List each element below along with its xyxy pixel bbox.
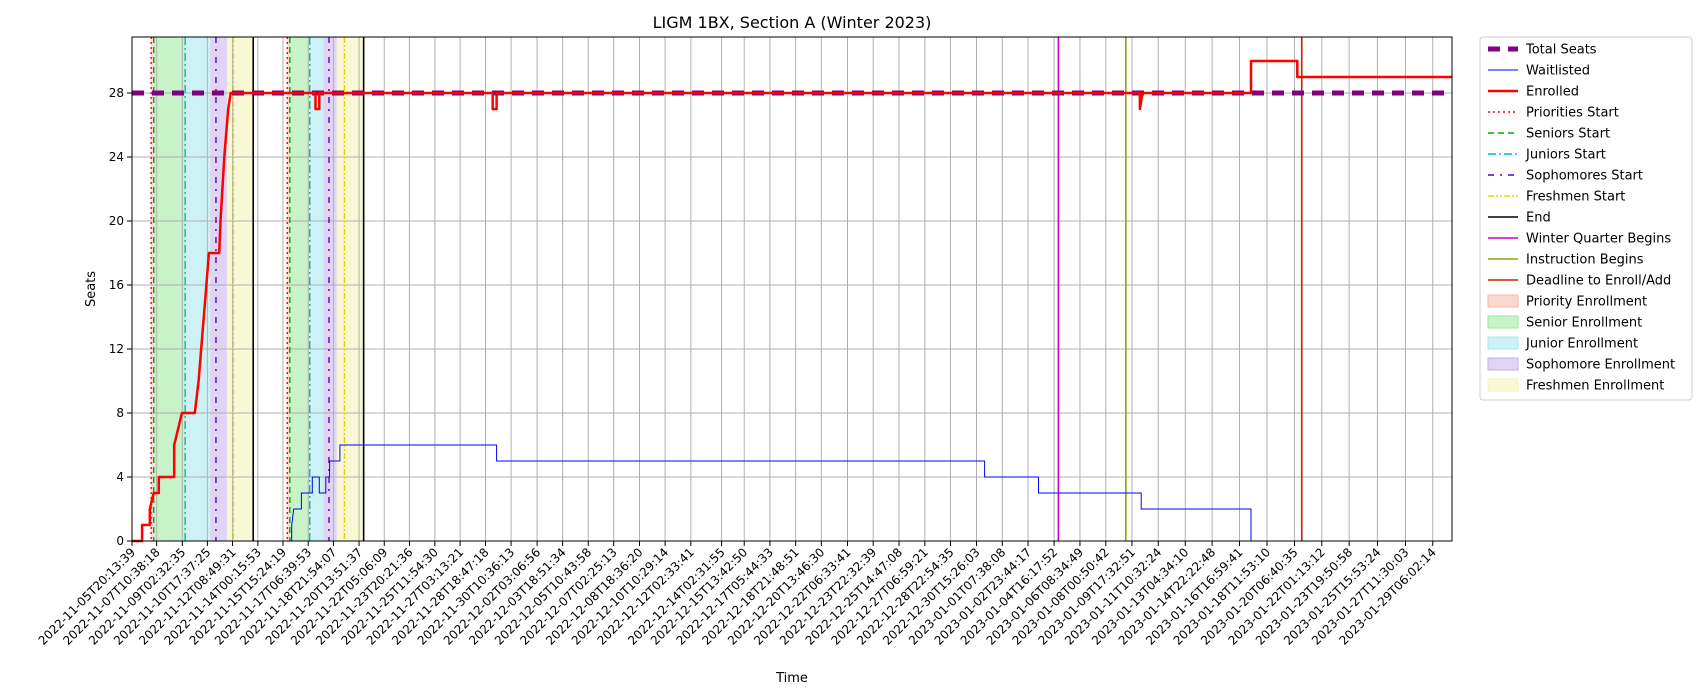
region-sophomore-enrollment — [210, 37, 227, 541]
grid-lines — [131, 37, 1452, 542]
legend-label-priorities-start: Priorities Start — [1526, 106, 1619, 121]
legend-label-end: End — [1526, 211, 1551, 226]
legend-label-waitlisted: Waitlisted — [1526, 64, 1590, 79]
series-waitlisted — [132, 444, 1452, 542]
region-senior-enrollment — [153, 37, 186, 541]
legend-swatch-priority-enrollment — [1487, 294, 1519, 308]
region-freshmen-enrollment — [336, 37, 364, 541]
legend-label-deadline-to-enroll-add: Deadline to Enroll/Add — [1526, 274, 1671, 289]
legend-swatch-freshmen-enrollment — [1487, 378, 1519, 392]
legend-label-instruction-begins: Instruction Begins — [1526, 253, 1644, 268]
chart-title: LIGM 1BX, Section A (Winter 2023) — [653, 13, 932, 32]
y-tick-label: 12 — [109, 342, 124, 356]
y-tick-label: 4 — [116, 470, 124, 484]
legend-label-freshmen-enrollment: Freshmen Enrollment — [1526, 379, 1664, 394]
region-senior-enrollment — [289, 37, 310, 541]
y-tick-label: 8 — [116, 406, 124, 420]
legend-label-priority-enrollment: Priority Enrollment — [1526, 295, 1647, 310]
legend-swatch-junior-enrollment — [1487, 336, 1519, 350]
plot-frame — [131, 36, 1453, 542]
region-priority-enrollment — [287, 37, 290, 541]
legend-swatch-senior-enrollment — [1487, 315, 1519, 329]
region-priority-enrollment — [151, 37, 154, 541]
y-tick-label: 28 — [109, 86, 124, 100]
y-axis: 0 4 8 12 16 20 24 28 — [109, 86, 132, 548]
legend-label-seniors-start: Seniors Start — [1526, 127, 1610, 142]
legend-swatch-sophomore-enrollment — [1487, 357, 1519, 371]
region-junior-enrollment — [309, 37, 324, 541]
region-freshmen-enrollment — [226, 37, 254, 541]
series-lines — [132, 59, 1452, 543]
series-enrolled — [132, 59, 1452, 543]
y-tick-label: 16 — [109, 278, 124, 292]
y-tick-label: 0 — [116, 534, 124, 548]
legend-label-senior-enrollment: Senior Enrollment — [1526, 316, 1642, 331]
legend-label-winter-quarter-begins: Winter Quarter Begins — [1526, 232, 1671, 247]
legend-label-juniors-start: Juniors Start — [1525, 148, 1606, 163]
y-axis-label: Seats — [84, 271, 99, 307]
legend-label-enrolled: Enrolled — [1526, 85, 1579, 100]
legend-label-freshmen-start: Freshmen Start — [1526, 190, 1625, 205]
legend-label-sophomores-start: Sophomores Start — [1526, 169, 1643, 184]
y-tick-label: 20 — [109, 214, 124, 228]
legend-box — [1479, 36, 1693, 401]
x-axis-label: Time — [775, 671, 808, 686]
x-axis: 2022-11-05T20:13:392022-11-07T10:38:1820… — [36, 541, 1439, 648]
vertical-markers — [150, 37, 1303, 541]
legend-label-junior-enrollment: Junior Enrollment — [1525, 337, 1638, 352]
legend-label-sophomore-enrollment: Sophomore Enrollment — [1526, 358, 1675, 373]
legend-label-total-seats: Total Seats — [1525, 43, 1597, 58]
legend: Total Seats Waitlisted Enrolled Priorities … — [1479, 36, 1693, 401]
y-tick-label: 24 — [109, 150, 124, 164]
